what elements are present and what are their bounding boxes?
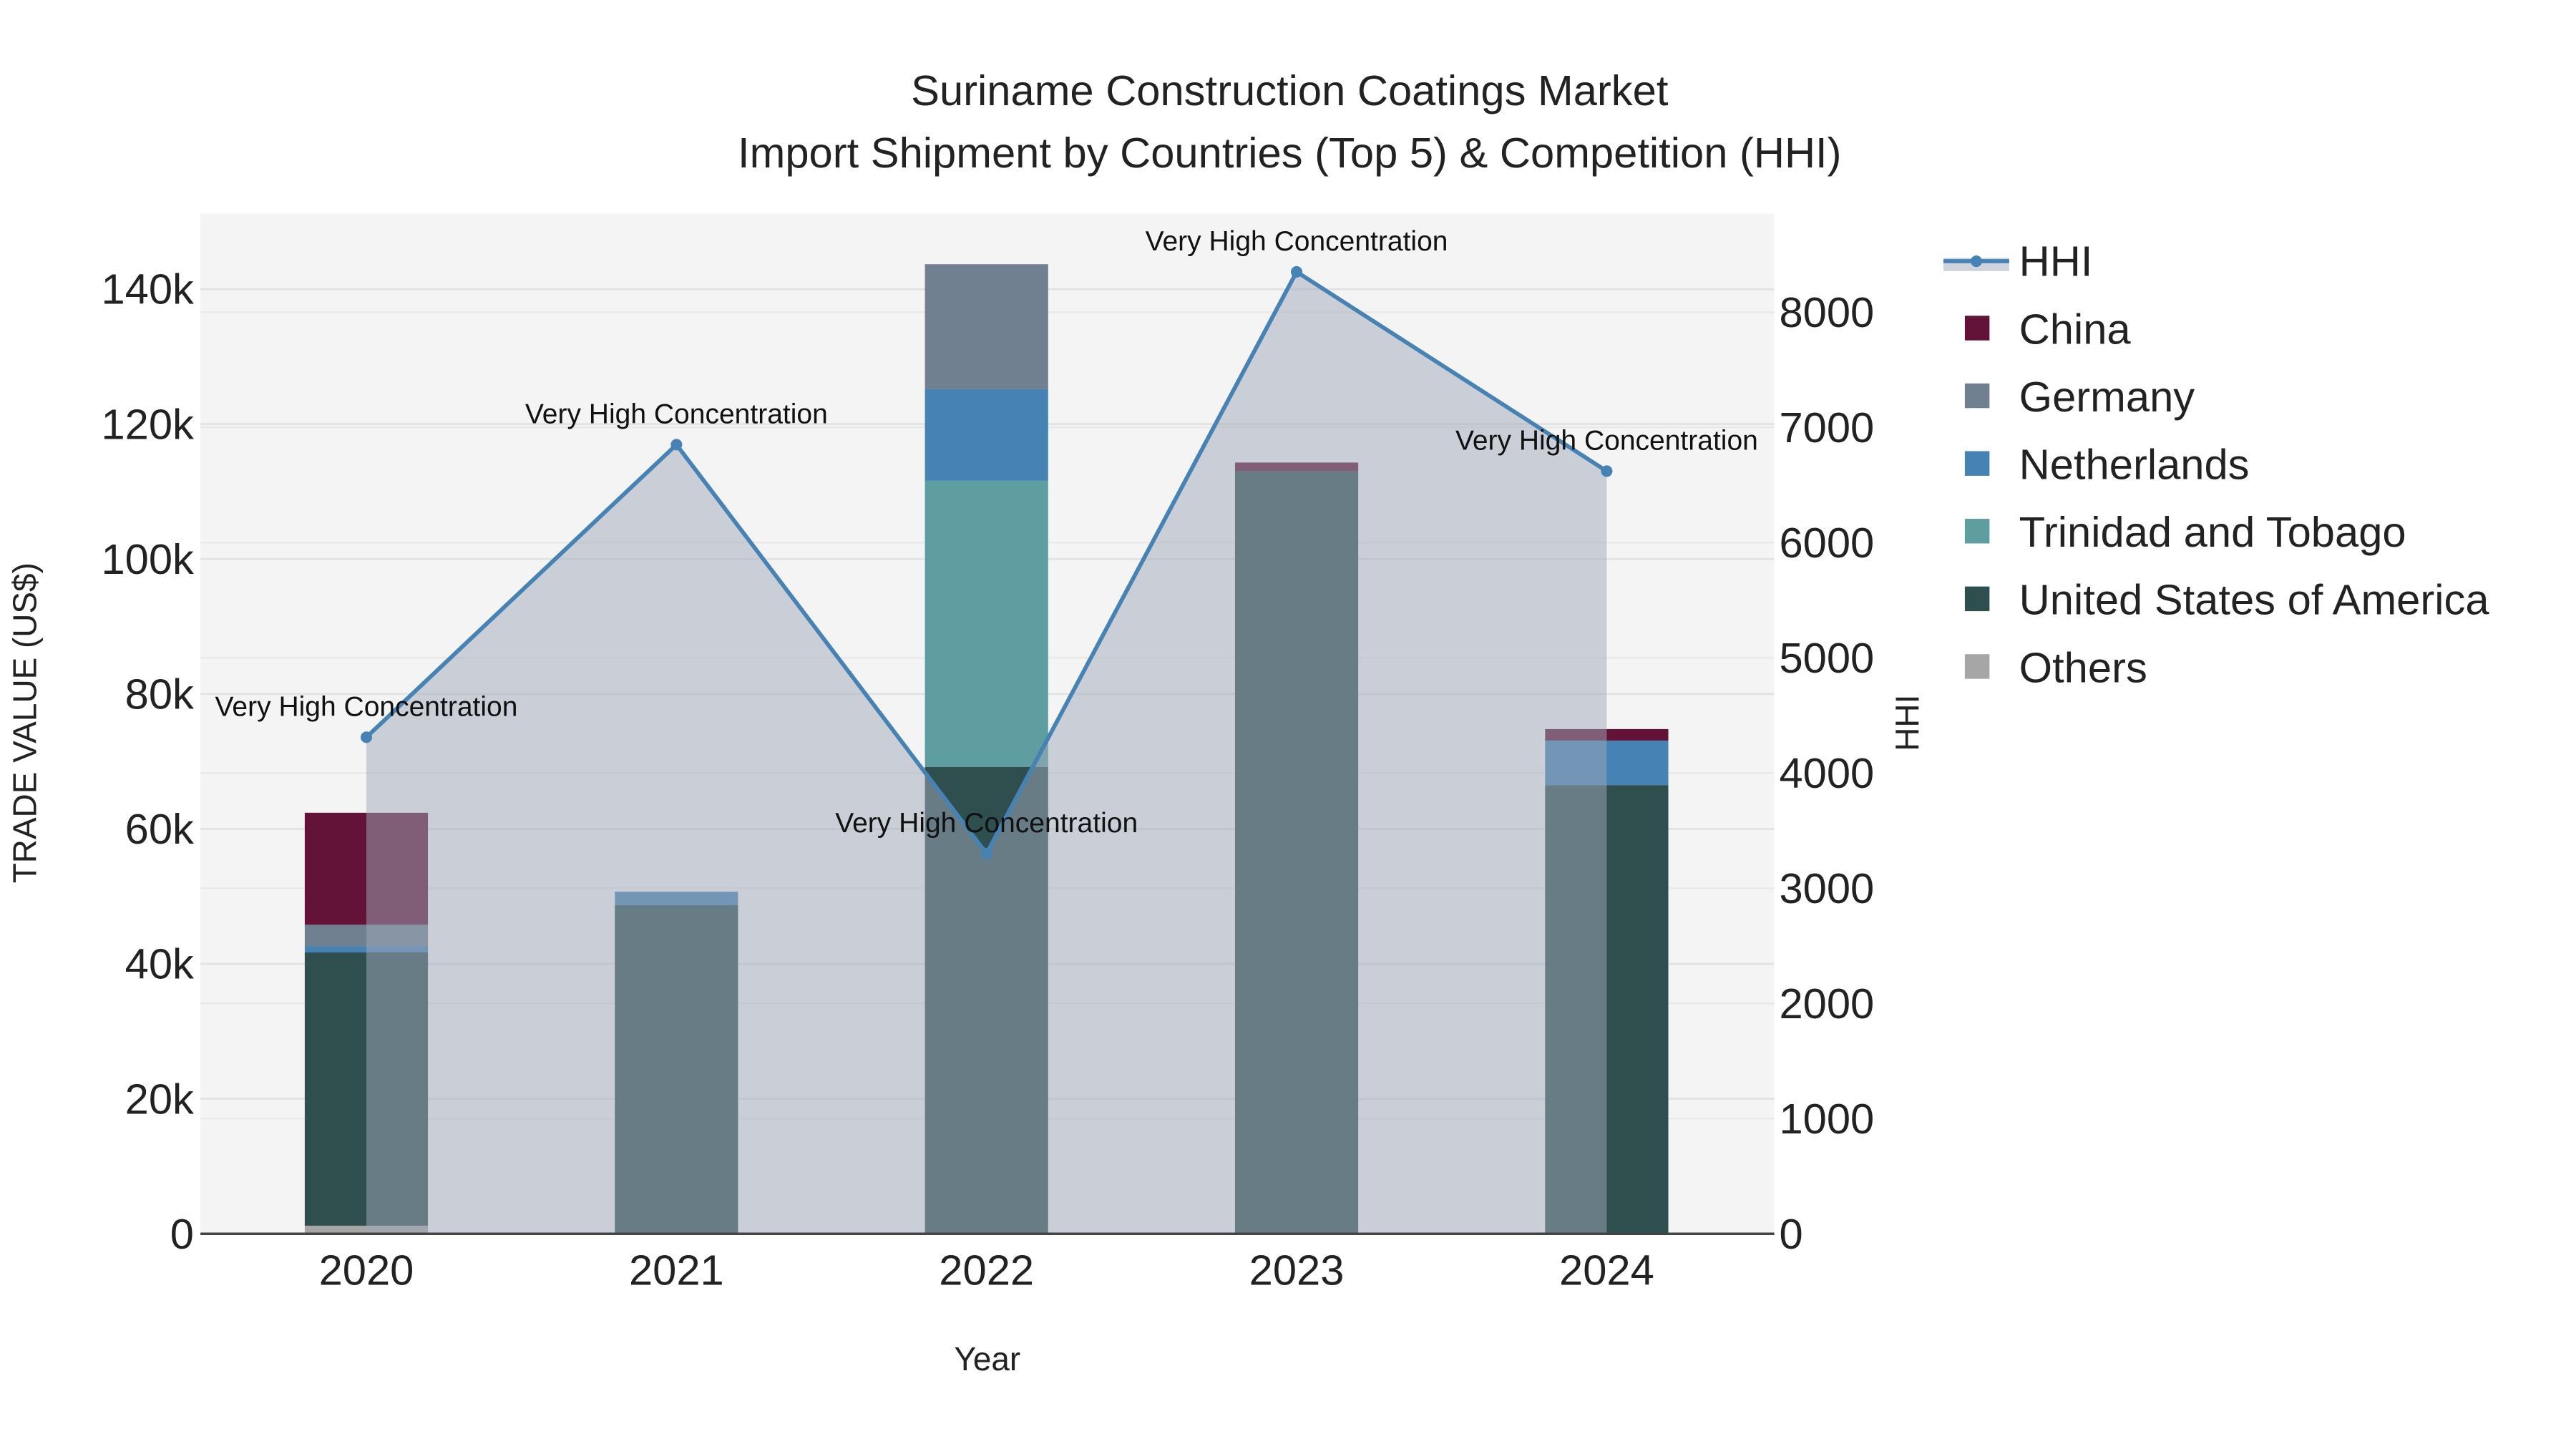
y-tick-label: 80k xyxy=(125,670,194,718)
hhi-area xyxy=(366,271,1607,1234)
hhi-annotation: Very High Concentration xyxy=(835,808,1138,839)
y-tick-label: 0 xyxy=(170,1210,194,1258)
legend-swatch xyxy=(1964,316,1990,341)
hhi-point-2024 xyxy=(1601,465,1613,477)
hhi-point-2022 xyxy=(980,847,992,859)
y2-tick-label: 6000 xyxy=(1779,519,1874,567)
legend-item-netherlands[interactable]: Netherlands xyxy=(1964,440,2250,488)
hhi-point-2023 xyxy=(1291,265,1303,278)
legend-swatch xyxy=(1964,654,1990,679)
legend-hhi-marker xyxy=(1970,255,1983,268)
y2-tick-label: 5000 xyxy=(1779,634,1874,682)
x-tick-label: 2023 xyxy=(1249,1246,1345,1294)
legend-item-united-states-of-america[interactable]: United States of America xyxy=(1964,576,2490,624)
x-tick-label: 2021 xyxy=(629,1246,724,1294)
legend-label: China xyxy=(2019,305,2132,353)
legend-swatch xyxy=(1964,586,1990,612)
legend-item-trinidad-and-tobago[interactable]: Trinidad and Tobago xyxy=(1964,508,2406,556)
y2-tick-label: 7000 xyxy=(1779,404,1874,452)
legend-swatch xyxy=(1964,519,1990,544)
y-tick-label: 140k xyxy=(101,265,194,313)
y2-tick-label: 8000 xyxy=(1779,288,1874,336)
chart-title-line1: Suriname Construction Coatings Market xyxy=(911,67,1669,114)
x-tick-label: 2024 xyxy=(1559,1246,1654,1294)
hhi-point-2020 xyxy=(360,731,373,743)
legend-item-others[interactable]: Others xyxy=(1964,643,2147,691)
y-tick-label: 100k xyxy=(101,535,194,583)
legend-item-hhi[interactable]: HHI xyxy=(1943,238,2092,286)
y-tick-label: 20k xyxy=(125,1075,194,1123)
hhi-annotation: Very High Concentration xyxy=(1455,426,1758,457)
hhi-point-2021 xyxy=(670,439,683,451)
hhi-annotation: Very High Concentration xyxy=(525,399,828,430)
y-tick-label: 120k xyxy=(101,400,194,448)
legend-swatch xyxy=(1964,451,1990,476)
bar-germany-2022 xyxy=(924,264,1048,389)
y-axis-label: TRADE VALUE (US$) xyxy=(6,562,44,883)
y2-tick-label: 4000 xyxy=(1779,749,1874,797)
legend-label: HHI xyxy=(2019,238,2093,286)
y-tick-label: 40k xyxy=(125,940,194,988)
hhi-annotation: Very High Concentration xyxy=(215,691,518,722)
legend-label: Others xyxy=(2019,643,2147,691)
legend-label: Germany xyxy=(2019,373,2195,421)
legend-label: Trinidad and Tobago xyxy=(2019,508,2406,556)
x-tick-label: 2022 xyxy=(939,1246,1034,1294)
y2-tick-label: 0 xyxy=(1779,1210,1802,1258)
bar-netherlands-2022 xyxy=(924,389,1048,481)
y2-tick-label: 2000 xyxy=(1779,980,1874,1028)
legend-swatch xyxy=(1964,383,1990,409)
chart-title-line2: Import Shipment by Countries (Top 5) & C… xyxy=(738,129,1842,177)
y2-axis-label: HHI xyxy=(1889,695,1926,751)
legend-label: Netherlands xyxy=(2019,440,2250,488)
y-tick-label: 60k xyxy=(125,805,194,853)
legend-label: United States of America xyxy=(2019,576,2490,624)
hhi-annotation: Very High Concentration xyxy=(1146,226,1448,257)
bar-trinidad-and-tobago-2022 xyxy=(924,480,1048,767)
y2-tick-label: 1000 xyxy=(1779,1095,1874,1143)
x-axis-label: Year xyxy=(954,1340,1020,1377)
legend-item-china[interactable]: China xyxy=(1964,305,2132,353)
legend-item-germany[interactable]: Germany xyxy=(1964,373,2195,421)
y2-tick-label: 3000 xyxy=(1779,864,1874,912)
x-tick-label: 2020 xyxy=(319,1246,414,1294)
